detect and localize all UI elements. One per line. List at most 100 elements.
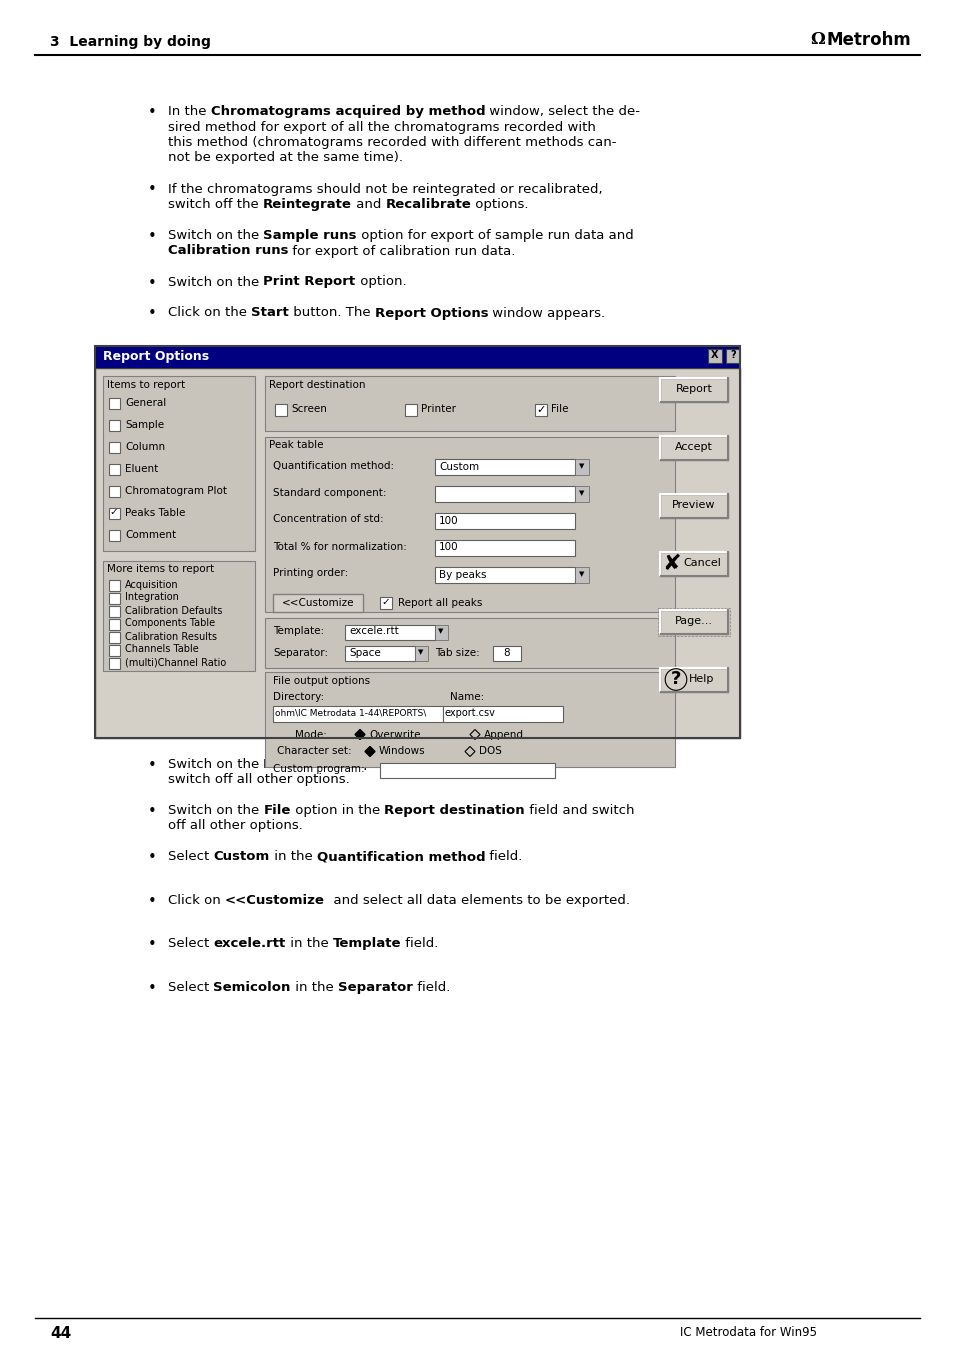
Text: •: •: [148, 758, 156, 773]
Bar: [109, 442, 120, 453]
Text: In the: In the: [168, 105, 211, 118]
Text: Windows: Windows: [378, 747, 425, 757]
Bar: [265, 376, 675, 431]
Text: •: •: [148, 894, 156, 909]
Text: <<Customize: <<Customize: [281, 597, 354, 608]
Text: Select: Select: [168, 851, 213, 863]
Bar: [415, 646, 428, 661]
Text: Chromatograms acquired by method: Chromatograms acquired by method: [211, 105, 485, 118]
Text: excele.rtt: excele.rtt: [213, 938, 286, 950]
Text: Separator: Separator: [337, 981, 413, 994]
Text: Append: Append: [483, 730, 523, 739]
Text: Channels Table: Channels Table: [125, 644, 198, 654]
Bar: [435, 485, 575, 501]
Bar: [109, 658, 120, 669]
Text: ?: ?: [729, 350, 735, 361]
Text: Custom program:: Custom program:: [273, 763, 364, 774]
Text: Semicolon: Semicolon: [213, 981, 291, 994]
Text: Screen: Screen: [291, 404, 327, 415]
Text: Report all peaks: Report all peaks: [397, 597, 482, 608]
Text: Total % for normalization:: Total % for normalization:: [273, 542, 406, 551]
Text: field.: field.: [401, 938, 438, 950]
Polygon shape: [355, 730, 365, 739]
Text: Report Options: Report Options: [375, 307, 488, 319]
Text: Print Report: Print Report: [263, 276, 355, 289]
Text: Switch on the: Switch on the: [168, 804, 263, 817]
Text: •: •: [148, 804, 156, 819]
Bar: [659, 551, 727, 576]
Text: ▼: ▼: [437, 628, 443, 635]
Bar: [345, 624, 435, 639]
Bar: [109, 580, 120, 590]
Bar: [109, 485, 120, 497]
Text: option in the: option in the: [351, 758, 444, 770]
Bar: [109, 593, 120, 604]
Bar: [659, 377, 727, 401]
Bar: [493, 646, 520, 661]
Bar: [95, 346, 740, 367]
Bar: [109, 397, 120, 408]
Text: Space: Space: [349, 647, 380, 658]
Text: Calibration runs: Calibration runs: [168, 245, 288, 258]
Bar: [659, 609, 727, 634]
Text: •: •: [148, 230, 156, 245]
Text: 44: 44: [50, 1325, 71, 1340]
Bar: [109, 463, 120, 474]
Text: Switch on the: Switch on the: [168, 758, 263, 770]
Text: sired method for export of all the chromatograms recorded with: sired method for export of all the chrom…: [168, 120, 596, 134]
Text: ✓: ✓: [536, 404, 545, 415]
Text: ✘: ✘: [662, 554, 680, 574]
Text: Sample runs: Sample runs: [263, 230, 356, 242]
Text: and select all data elements to be exported.: and select all data elements to be expor…: [325, 894, 629, 907]
Bar: [265, 671, 675, 766]
Bar: [109, 530, 120, 540]
Bar: [575, 566, 588, 582]
Text: Metrohm: Metrohm: [826, 31, 911, 49]
Text: Items to report: Items to report: [107, 380, 185, 389]
Bar: [535, 404, 546, 416]
Text: Quantification method: Quantification method: [316, 851, 485, 863]
Text: Overwrite: Overwrite: [369, 730, 420, 739]
Bar: [442, 705, 562, 721]
Text: Custom: Custom: [438, 462, 478, 471]
Text: option.: option.: [355, 276, 406, 289]
Text: Page...: Page...: [675, 616, 712, 627]
Bar: [109, 508, 120, 519]
Text: field and: field and: [558, 758, 620, 770]
Bar: [273, 593, 363, 612]
Text: Recalibrate: Recalibrate: [385, 199, 471, 211]
Bar: [379, 762, 555, 777]
Bar: [274, 404, 287, 416]
Text: Directory:: Directory:: [273, 692, 324, 701]
Text: Peak table: Peak table: [269, 440, 323, 450]
Text: Components Table: Components Table: [125, 619, 214, 628]
Text: X: X: [711, 350, 718, 361]
Text: Preview: Preview: [672, 500, 715, 511]
Text: Report destination: Report destination: [384, 804, 524, 817]
Text: Help: Help: [689, 674, 714, 685]
Text: Template:: Template:: [273, 627, 324, 636]
Text: 100: 100: [438, 543, 458, 553]
Text: options.: options.: [471, 199, 528, 211]
Text: Chromatogram Plot: Chromatogram Plot: [125, 485, 227, 496]
Text: not be exported at the same time).: not be exported at the same time).: [168, 151, 402, 165]
Text: ?: ?: [670, 670, 680, 689]
Bar: [659, 435, 727, 459]
Text: ▼: ▼: [417, 650, 423, 655]
Text: More items to report: More items to report: [107, 565, 213, 574]
Text: window, select the de-: window, select the de-: [485, 105, 639, 118]
Text: Mode:: Mode:: [294, 730, 327, 739]
Text: •: •: [148, 307, 156, 322]
Text: Custom: Custom: [213, 851, 270, 863]
Text: field and switch: field and switch: [524, 804, 634, 817]
Text: Items to report: Items to report: [444, 758, 558, 770]
Text: By peaks: By peaks: [438, 570, 486, 580]
Bar: [109, 420, 120, 431]
Text: Integration: Integration: [125, 593, 179, 603]
Bar: [575, 485, 588, 501]
Text: •: •: [148, 938, 156, 952]
Text: Separator:: Separator:: [273, 647, 328, 658]
Text: If the chromatograms should not be reintegrated or recalibrated,: If the chromatograms should not be reint…: [168, 182, 602, 196]
Bar: [725, 349, 740, 362]
Bar: [109, 631, 120, 643]
